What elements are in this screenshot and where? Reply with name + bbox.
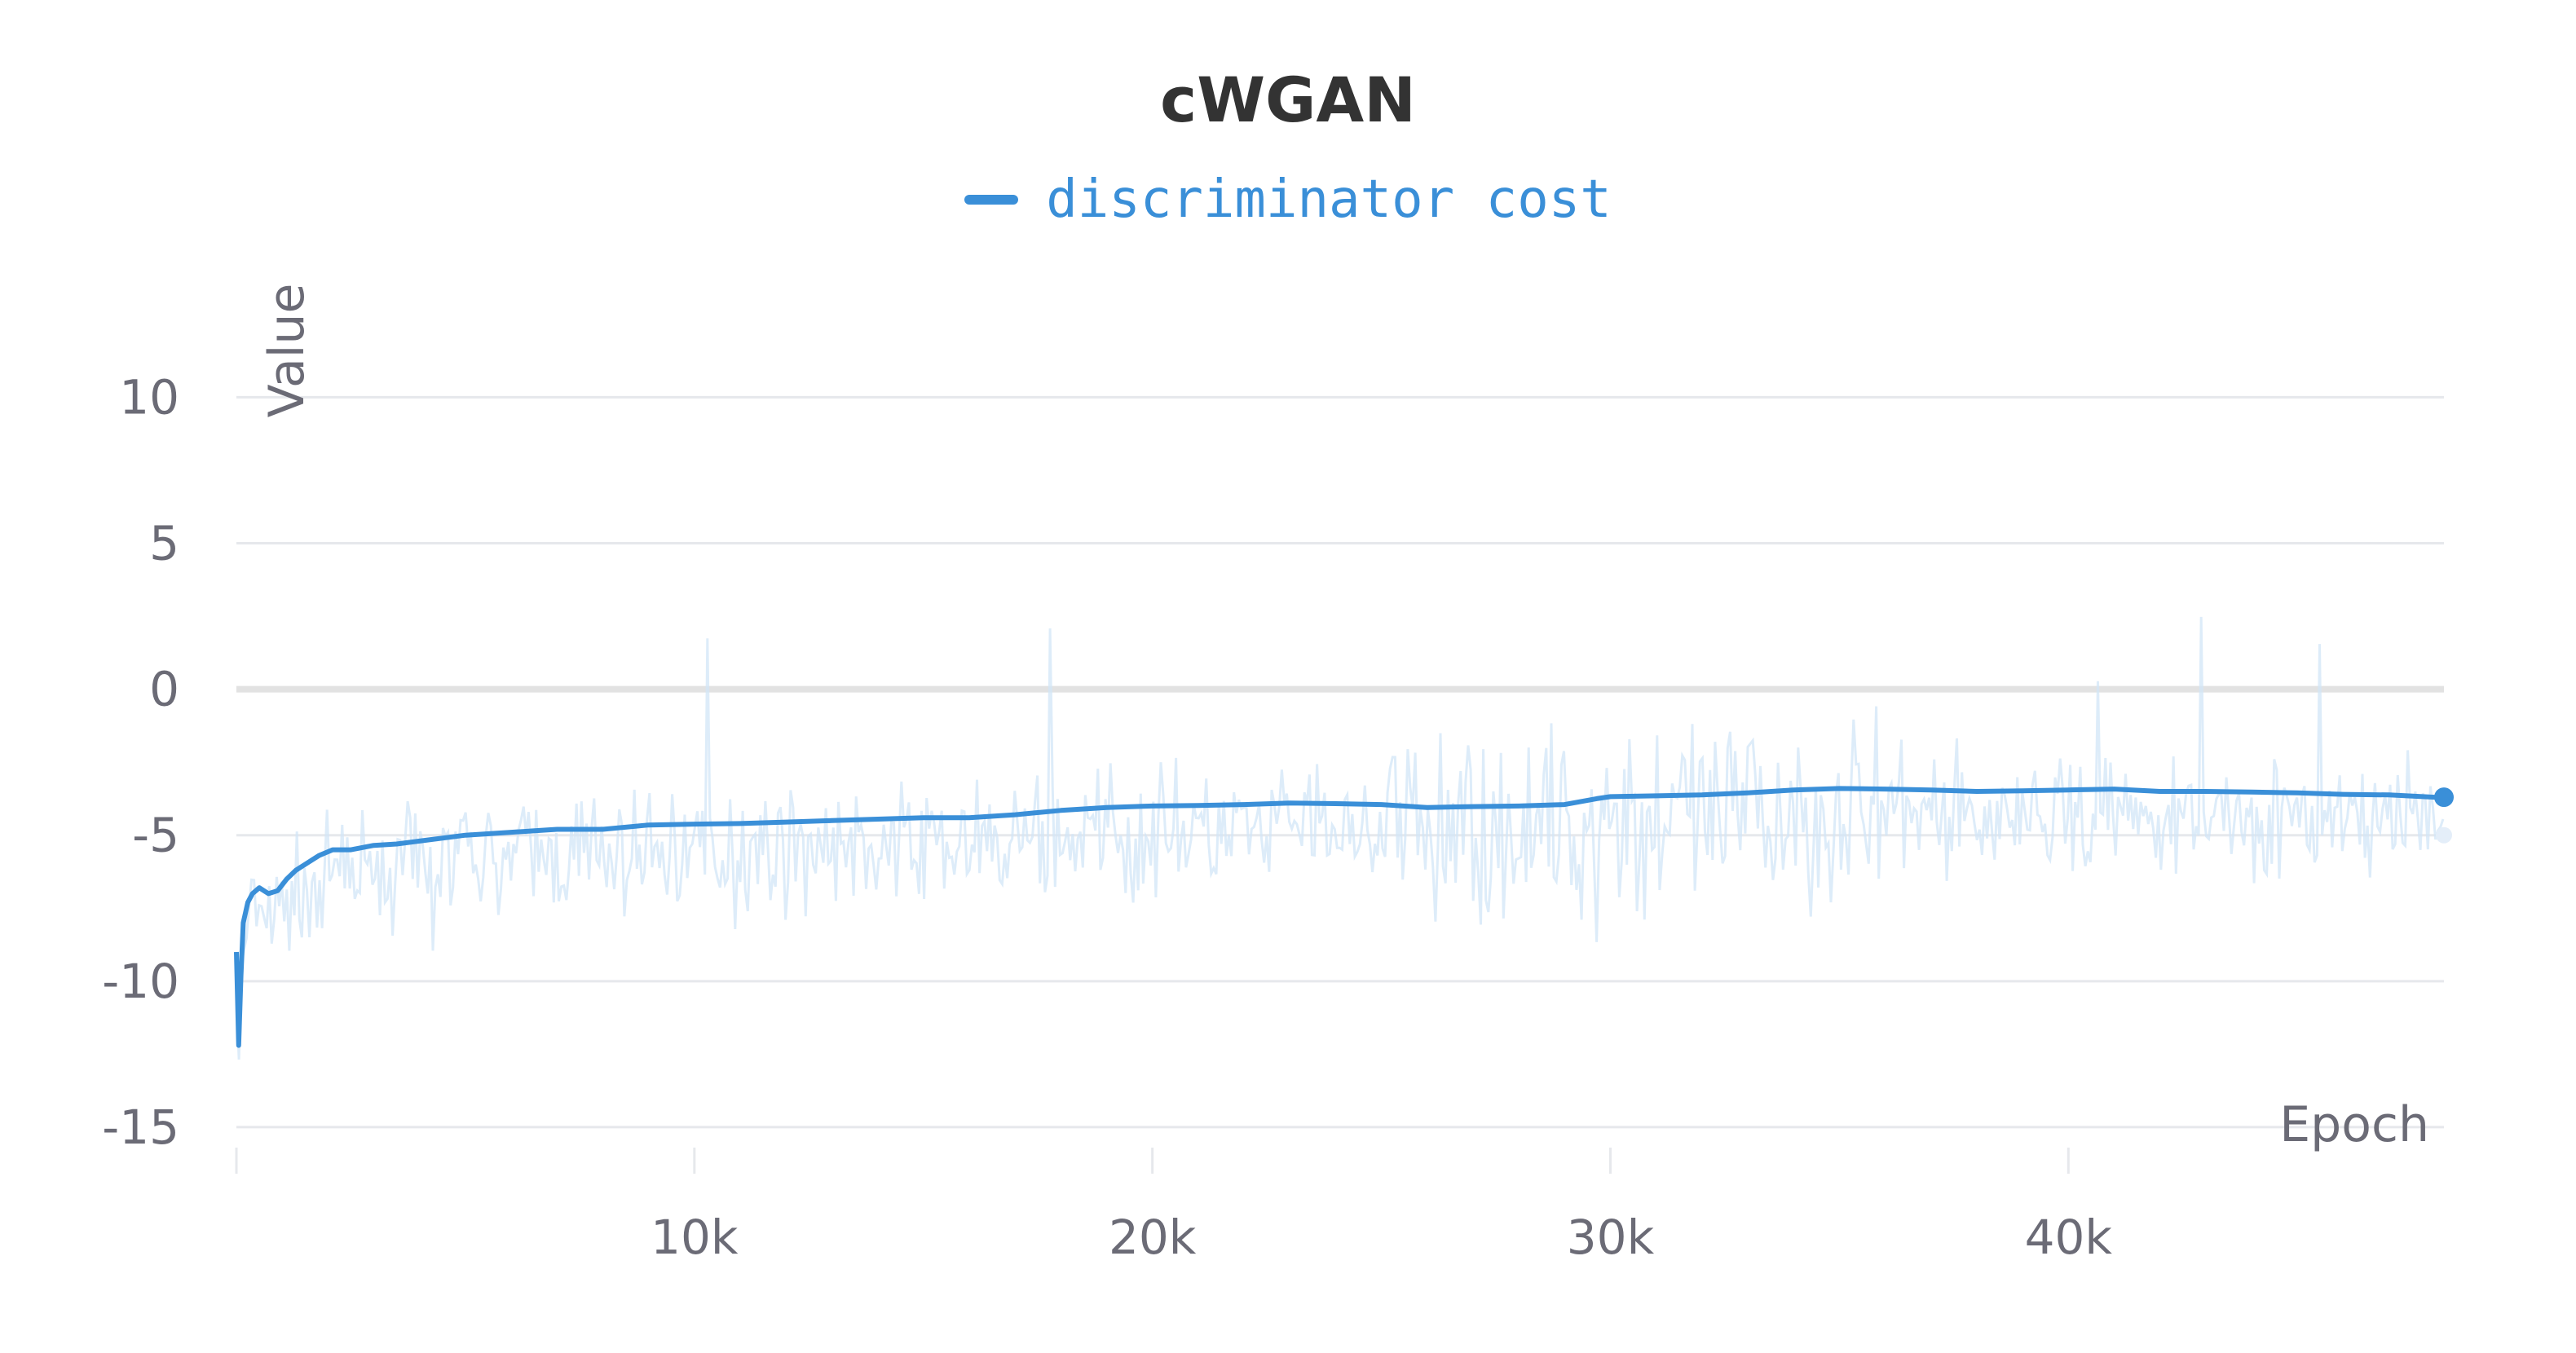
chart-title: cWGAN	[1160, 64, 1416, 136]
y-tick-label: -5	[132, 808, 179, 863]
x-tick-label: 30k	[1567, 1210, 1655, 1265]
y-tick-label: -10	[102, 954, 179, 1009]
tick-layer: 10 5 0 -5 -10 -15 10k 20k 30k 40k	[102, 369, 2112, 1265]
y-tick-label: 5	[149, 515, 179, 571]
legend[interactable]: discriminator cost	[0, 170, 2576, 230]
series-layer	[234, 786, 2454, 1048]
raw-signal-line	[235, 616, 2445, 1060]
raw-signal-layer	[235, 616, 2452, 1060]
x-tick-label: 40k	[2025, 1210, 2113, 1265]
y-tick-label: 0	[149, 662, 179, 717]
x-tick-label: 10k	[651, 1210, 739, 1265]
series-line-discriminator-cost[interactable]	[234, 786, 2435, 1048]
series-end-marker	[2434, 787, 2454, 808]
y-tick-label: 10	[119, 369, 179, 425]
raw-signal-end-marker	[2436, 826, 2452, 844]
grid-layer	[236, 395, 2444, 1129]
y-axis-label: Value	[258, 284, 315, 418]
legend-swatch	[964, 195, 1019, 205]
y-tick-label: -15	[102, 1100, 179, 1155]
x-axis-label: Epoch	[2279, 1096, 2429, 1153]
legend-label: discriminator cost	[1046, 170, 1612, 230]
x-tick-label: 20k	[1109, 1210, 1197, 1265]
